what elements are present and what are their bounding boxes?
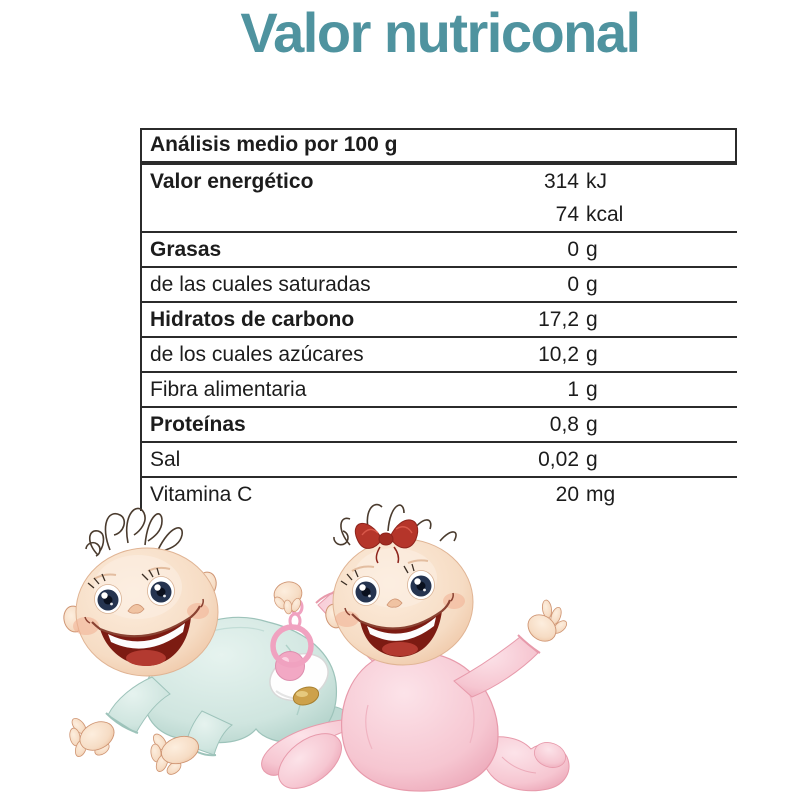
row-unit: g xyxy=(586,237,598,261)
row-label: Vitamina C xyxy=(150,483,253,506)
girl-cuff-raised xyxy=(517,634,541,654)
row-values: 10,2 g xyxy=(479,338,737,371)
girl-eye-left xyxy=(352,576,380,606)
girl-belly-crease-right xyxy=(469,694,475,744)
table-row: Sal 0,02 g xyxy=(142,443,737,478)
row-value: 0,02 xyxy=(538,447,579,471)
boy-hand-front xyxy=(69,717,115,758)
table-row: Proteínas 0,8 g xyxy=(142,408,737,443)
girl-mouth xyxy=(344,592,454,657)
value-line: 0,02 g xyxy=(479,443,737,476)
row-value: 1 xyxy=(567,377,579,401)
row-unit: kJ xyxy=(586,169,607,193)
boy-hand-back xyxy=(150,733,199,775)
row-value: 0 xyxy=(567,272,579,296)
row-values: 314 kJ 74 kcal xyxy=(479,165,737,231)
page-title: Valor nutriconal xyxy=(240,1,641,64)
row-unit: g xyxy=(586,447,598,471)
girl-brows xyxy=(351,559,429,572)
row-value: 0 xyxy=(567,237,579,261)
baby-boy-illustration xyxy=(63,507,349,775)
row-value: 314 xyxy=(543,169,579,193)
row-unit: g xyxy=(586,342,598,366)
girl-eyelashes xyxy=(340,563,415,586)
row-value: 0,8 xyxy=(549,412,579,436)
boy-eyelashes xyxy=(87,567,160,589)
girl-hand-holding-chain xyxy=(273,581,303,615)
row-unit: g xyxy=(586,377,598,401)
girl-onesie-body xyxy=(340,650,499,792)
girl-belly-crease-left xyxy=(365,704,373,750)
row-values: 0,02 g xyxy=(479,443,737,476)
value-line: 10,2 g xyxy=(479,338,737,371)
value-line: 74 kcal xyxy=(479,198,737,231)
boy-eye-right xyxy=(147,576,175,606)
row-label: Grasas xyxy=(150,238,222,261)
girl-leg-crease xyxy=(501,756,537,774)
boy-eye-left xyxy=(94,584,122,614)
row-unit: kcal xyxy=(586,202,624,226)
boy-cuff-front xyxy=(105,712,139,734)
baby-girl-illustration xyxy=(261,503,570,792)
girl-hand-raised xyxy=(527,599,568,642)
pacifier-icon xyxy=(269,581,329,706)
table-row: Vitamina C 20 mg xyxy=(142,478,737,511)
girl-arm-raised xyxy=(453,636,539,698)
row-unit: g xyxy=(586,412,598,436)
table-row: Valor energético 314 kJ 74 kcal xyxy=(142,165,737,233)
boy-mouth xyxy=(84,598,204,666)
nutrition-table: Análisis medio por 100 g Valor energétic… xyxy=(140,128,737,511)
row-label: de los cuales azúcares xyxy=(150,343,364,366)
row-unit: mg xyxy=(586,482,616,506)
row-label: Valor energético xyxy=(150,170,314,193)
boy-nose xyxy=(127,604,145,614)
boy-hair-curls-icon xyxy=(85,507,183,557)
row-value: 74 xyxy=(555,202,579,226)
row-label: de las cuales saturadas xyxy=(150,273,371,296)
row-value: 17,2 xyxy=(538,307,579,331)
value-line: 314 kJ xyxy=(479,165,737,198)
red-bow-icon xyxy=(354,519,419,564)
row-unit: g xyxy=(586,272,598,296)
value-line: 0,8 g xyxy=(479,408,737,441)
row-label: Sal xyxy=(150,448,181,471)
row-unit: g xyxy=(586,307,598,331)
row-value: 10,2 xyxy=(538,342,579,366)
table-header: Análisis medio por 100 g xyxy=(140,128,737,165)
value-line: 20 mg xyxy=(479,478,737,511)
table-row: Hidratos de carbono 17,2 g xyxy=(142,303,737,338)
row-values: 20 mg xyxy=(479,478,737,511)
row-label: Hidratos de carbono xyxy=(150,308,355,331)
row-values: 17,2 g xyxy=(479,303,737,336)
row-label: Fibra alimentaria xyxy=(150,378,307,401)
value-line: 17,2 g xyxy=(479,303,737,336)
girl-nose xyxy=(386,598,403,608)
row-value: 20 xyxy=(555,482,579,506)
girl-eye-right xyxy=(407,570,435,600)
pacifier-gold-highlight xyxy=(296,691,308,697)
girl-foot-right-toe xyxy=(534,742,566,768)
row-values: 0,8 g xyxy=(479,408,737,441)
row-label: Proteínas xyxy=(150,413,246,436)
babies-illustration xyxy=(50,495,595,795)
babies-illustration-svg xyxy=(63,503,570,792)
girl-foot-left xyxy=(278,733,342,789)
table-row: de los cuales azúcares 10,2 g xyxy=(142,338,737,373)
